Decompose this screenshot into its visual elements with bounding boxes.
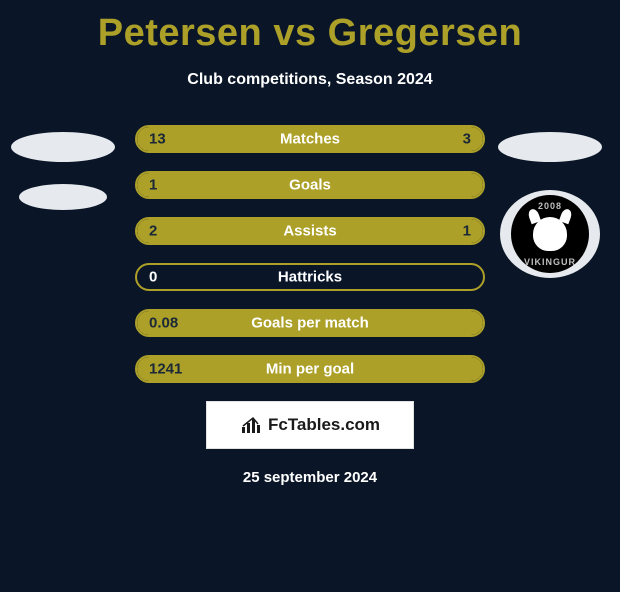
stat-row: Matches 13 3: [0, 125, 620, 153]
stat-value-right: 1: [463, 223, 471, 240]
stat-label: Goals per match: [251, 315, 369, 332]
comparison-chart: Matches 13 3 Goals 1 Assists 2 1 Hattricks 0 Goals…: [0, 125, 620, 383]
stat-row: Goals per match 0.08: [0, 309, 620, 337]
stat-row: Hattricks 0: [0, 263, 620, 291]
stat-bar-left-fill: [137, 127, 400, 151]
stat-value-left: 1: [149, 177, 157, 194]
stat-label: Goals: [289, 177, 331, 194]
stat-row: Min per goal 1241: [0, 355, 620, 383]
stat-bar-track: Goals per match 0.08: [135, 309, 485, 337]
brand-text: FcTables.com: [268, 415, 380, 435]
stat-row: Assists 2 1: [0, 217, 620, 245]
page-title: Petersen vs Gregersen: [0, 12, 620, 55]
page-subtitle: Club competitions, Season 2024: [0, 71, 620, 89]
stat-label: Assists: [283, 223, 336, 240]
stat-row: Goals 1: [0, 171, 620, 199]
stat-value-left: 0.08: [149, 315, 178, 332]
stat-bar-track: Min per goal 1241: [135, 355, 485, 383]
stat-value-left: 13: [149, 131, 166, 148]
stat-bar-track: Goals 1: [135, 171, 485, 199]
footer-date: 25 september 2024: [0, 469, 620, 486]
stat-label: Min per goal: [266, 361, 354, 378]
stat-value-left: 0: [149, 269, 157, 286]
stat-value-left: 1241: [149, 361, 182, 378]
stat-label: Hattricks: [278, 269, 342, 286]
stat-value-right: 3: [463, 131, 471, 148]
bars-icon: [240, 415, 262, 435]
stat-bar-track: Matches 13 3: [135, 125, 485, 153]
stat-bar-track: Hattricks 0: [135, 263, 485, 291]
stat-label: Matches: [280, 131, 340, 148]
stat-value-left: 2: [149, 223, 157, 240]
stat-bar-track: Assists 2 1: [135, 217, 485, 245]
brand-badge: FcTables.com: [206, 401, 414, 449]
